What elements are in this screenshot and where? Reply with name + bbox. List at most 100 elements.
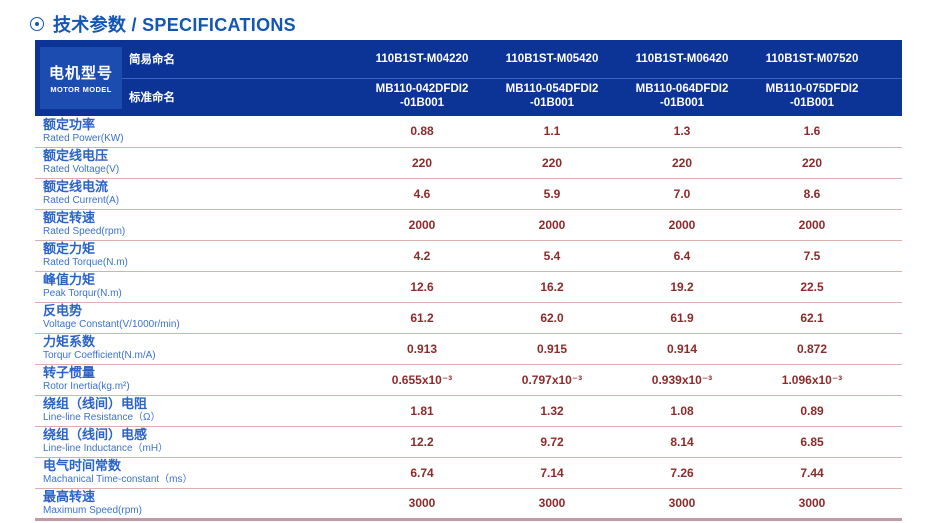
model-standard-line1: MB110-054DFDI2 (505, 83, 599, 96)
spec-value: 0.797x10⁻³ (487, 364, 617, 396)
spec-label-zh: 绕组（线间）电阻 (43, 396, 148, 412)
spec-label-en: Rated Speed(rpm) (43, 226, 126, 238)
spec-value: 3000 (487, 488, 617, 521)
model-standard-line2: -01B001 (529, 97, 575, 109)
spec-label-zh: 力矩系数 (43, 334, 96, 350)
spec-value: 61.9 (617, 302, 747, 334)
spec-label-cell: 额定转速 Rated Speed(rpm) (35, 209, 357, 241)
spec-value: 0.89 (747, 395, 877, 427)
spec-value: 220 (487, 147, 617, 179)
spec-label-en: Voltage Constant(V/1000r/min) (43, 319, 180, 331)
motor-model-label-en: MOTOR MODEL (50, 85, 112, 94)
spec-value: 61.2 (357, 302, 487, 334)
spec-label-cell: 额定线电压 Rated Voltage(V) (35, 147, 357, 179)
spec-label-en: Peak Torqur(N.m) (43, 288, 122, 300)
spec-value: 5.4 (487, 240, 617, 272)
spec-filler-cell (877, 364, 902, 396)
header-divider (122, 78, 902, 79)
specifications-table: 额定功率 Rated Power(KW) 0.88 1.1 1.3 1.6 额定… (35, 116, 902, 521)
specifications-section: 电机型号 MOTOR MODEL 简易命名 标准命名 110B1ST-M0422… (35, 40, 902, 521)
circled-dot-icon (30, 17, 44, 31)
spec-filler-cell (877, 271, 902, 303)
model-standard-line1: MB110-064DFDI2 (635, 83, 729, 96)
table-row: 最高转速 Maximum Speed(rpm) 3000 3000 3000 3… (35, 488, 902, 521)
spec-value: 2000 (357, 209, 487, 241)
spec-filler-cell (877, 240, 902, 272)
spec-value: 2000 (487, 209, 617, 241)
spec-label-cell: 力矩系数 Torqur Coefficient(N.m/A) (35, 333, 357, 365)
model-standard-name: MB110-075DFDI2 -01B001 (747, 78, 877, 116)
spec-label-cell: 额定功率 Rated Power(KW) (35, 116, 357, 148)
spec-value: 1.6 (747, 116, 877, 148)
spec-value: 7.0 (617, 178, 747, 210)
spec-value: 5.9 (487, 178, 617, 210)
spec-label-en: Rated Voltage(V) (43, 164, 120, 176)
spec-label-cell: 电气时间常数 Machanical Time-constant（ms） (35, 457, 357, 489)
spec-value: 3000 (357, 488, 487, 521)
model-standard-line1: MB110-075DFDI2 (765, 83, 859, 96)
spec-value: 220 (357, 147, 487, 179)
spec-value: 22.5 (747, 271, 877, 303)
spec-label-zh: 电气时间常数 (43, 458, 122, 474)
spec-filler-cell (877, 147, 902, 179)
spec-filler-cell (877, 302, 902, 334)
spec-value: 0.872 (747, 333, 877, 365)
table-row: 反电势 Voltage Constant(V/1000r/min) 61.2 6… (35, 302, 902, 334)
spec-filler-cell (877, 178, 902, 210)
spec-value: 1.81 (357, 395, 487, 427)
spec-value: 3000 (747, 488, 877, 521)
spec-value: 6.4 (617, 240, 747, 272)
spec-filler-cell (877, 116, 902, 148)
spec-value: 0.915 (487, 333, 617, 365)
spec-label-cell: 反电势 Voltage Constant(V/1000r/min) (35, 302, 357, 334)
spec-label-zh: 额定力矩 (43, 241, 96, 257)
spec-filler-cell (877, 333, 902, 365)
spec-label-zh: 最高转速 (43, 488, 96, 504)
spec-value: 2000 (617, 209, 747, 241)
table-row: 额定线电压 Rated Voltage(V) 220 220 220 220 (35, 147, 902, 179)
spec-value: 6.85 (747, 426, 877, 458)
spec-value: 7.44 (747, 457, 877, 489)
spec-value: 62.1 (747, 302, 877, 334)
spec-value: 7.14 (487, 457, 617, 489)
spec-label-cell: 绕组（线间）电感 Line-line Inductance（mH） (35, 426, 357, 458)
table-row: 转子惯量 Rotor Inertia(kg.m²) 0.655x10⁻³ 0.7… (35, 364, 902, 396)
table-row: 额定转速 Rated Speed(rpm) 2000 2000 2000 200… (35, 209, 902, 241)
spec-value: 9.72 (487, 426, 617, 458)
spec-label-cell: 额定线电流 Rated Current(A) (35, 178, 357, 210)
spec-value: 6.74 (357, 457, 487, 489)
spec-filler-cell (877, 488, 902, 521)
simple-name-label: 简易命名 (129, 54, 175, 66)
spec-value: 0.939x10⁻³ (617, 364, 747, 396)
table-row: 力矩系数 Torqur Coefficient(N.m/A) 0.913 0.9… (35, 333, 902, 365)
table-row: 峰值力矩 Peak Torqur(N.m) 12.6 16.2 19.2 22.… (35, 271, 902, 303)
spec-label-cell: 绕组（线间）电阻 Line-line Resistance（Ω） (35, 395, 357, 427)
spec-label-en: Line-line Inductance（mH） (43, 443, 169, 455)
spec-filler-cell (877, 426, 902, 458)
spec-filler-cell (877, 457, 902, 489)
table-row: 额定线电流 Rated Current(A) 4.6 5.9 7.0 8.6 (35, 178, 902, 210)
spec-value: 8.14 (617, 426, 747, 458)
motor-model-label-zh: 电机型号 (48, 65, 113, 82)
spec-value: 19.2 (617, 271, 747, 303)
spec-label-zh: 反电势 (43, 303, 83, 319)
model-standard-line1: MB110-042DFDI2 (375, 83, 469, 96)
model-standard-name: MB110-064DFDI2 -01B001 (617, 78, 747, 116)
spec-label-cell: 峰值力矩 Peak Torqur(N.m) (35, 271, 357, 303)
spec-label-zh: 额定线电压 (43, 148, 109, 164)
spec-label-en: Maximum Speed(rpm) (43, 504, 142, 516)
spec-value: 62.0 (487, 302, 617, 334)
page-title: 技术参数 / SPECIFICATIONS (0, 0, 929, 39)
model-simple-name: 110B1ST-M05420 (505, 53, 599, 65)
table-row: 额定力矩 Rated Torque(N.m) 4.2 5.4 6.4 7.5 (35, 240, 902, 272)
spec-filler-cell (877, 395, 902, 427)
spec-label-en: Rated Current(A) (43, 195, 120, 207)
spec-label-en: Rated Power(KW) (43, 132, 124, 144)
table-row: 额定功率 Rated Power(KW) 0.88 1.1 1.3 1.6 (35, 116, 902, 148)
spec-value: 16.2 (487, 271, 617, 303)
spec-label-en: Torqur Coefficient(N.m/A) (43, 350, 156, 362)
model-standard-line2: -01B001 (659, 97, 705, 109)
model-standard-line2: -01B001 (399, 97, 445, 109)
spec-label-zh: 峰值力矩 (43, 272, 96, 288)
spec-label-zh: 额定功率 (43, 117, 96, 133)
